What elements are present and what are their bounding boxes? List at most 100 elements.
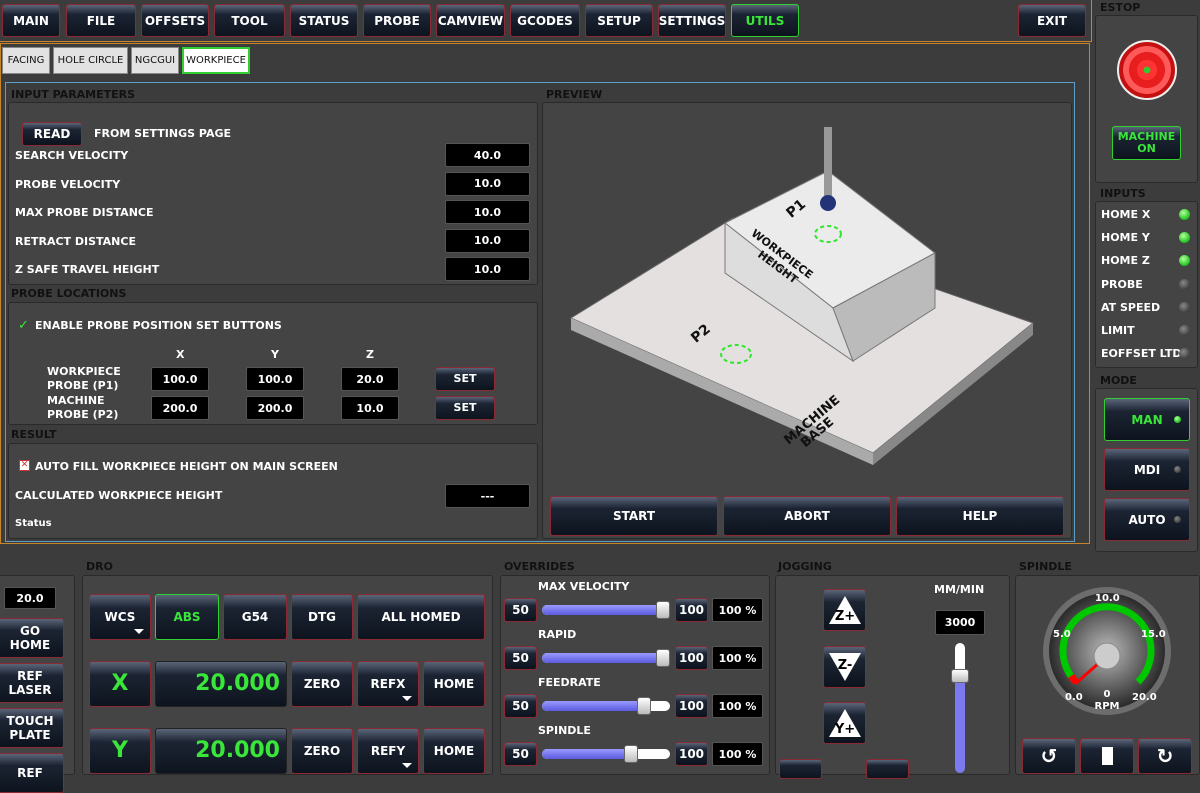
- spindle-stop-button[interactable]: [1080, 738, 1134, 774]
- sub-tab-ngcgui[interactable]: NGCGUI: [131, 47, 179, 74]
- left-action-button[interactable]: GO HOME: [0, 618, 64, 658]
- machine-on-button[interactable]: MACHINE ON: [1112, 126, 1181, 160]
- override-min-button[interactable]: 50: [504, 598, 537, 622]
- field-input[interactable]: 10.0: [445, 171, 530, 196]
- mode-led-icon: [1174, 466, 1181, 473]
- override-min-button[interactable]: 50: [504, 742, 537, 766]
- btn-line1: REF: [17, 669, 43, 683]
- jog-y-plus-button[interactable]: Y+: [823, 702, 866, 744]
- override-max-button[interactable]: 100: [675, 646, 708, 670]
- field-input[interactable]: 40.0: [445, 143, 530, 167]
- help-button[interactable]: HELP: [896, 496, 1064, 536]
- probe-x-input[interactable]: 200.0: [151, 396, 209, 420]
- jog-x-minus-button[interactable]: [779, 759, 822, 779]
- set-button[interactable]: SET: [435, 367, 495, 391]
- probe-tip: [820, 195, 836, 211]
- field-input[interactable]: 10.0: [445, 228, 530, 253]
- all-homed-button[interactable]: ALL HOMED: [357, 594, 485, 640]
- gauge-green-arc: [1059, 603, 1155, 685]
- ref-button[interactable]: REFY: [357, 728, 419, 774]
- top-tab-utils[interactable]: UTILS: [731, 4, 799, 37]
- home-button[interactable]: HOME: [423, 728, 485, 774]
- left-action-button[interactable]: REF: [0, 753, 64, 793]
- estop-button[interactable]: [1117, 40, 1177, 100]
- btn-line2: PLATE: [9, 728, 51, 742]
- jog-z-minus-button[interactable]: Z-: [823, 646, 866, 688]
- field-input[interactable]: 10.0: [445, 200, 530, 224]
- abs-button[interactable]: ABS: [155, 594, 219, 640]
- exit-button[interactable]: EXIT: [1018, 4, 1086, 37]
- top-tab-offsets[interactable]: OFFSETS: [141, 4, 209, 37]
- mode-mdi-button[interactable]: MDI: [1104, 448, 1190, 491]
- field-input[interactable]: 10.0: [445, 257, 530, 281]
- override-slider[interactable]: [542, 601, 670, 619]
- override-max-button[interactable]: 100: [675, 598, 708, 622]
- override-max-button[interactable]: 100: [675, 742, 708, 766]
- btn-line1: GO: [19, 624, 41, 638]
- btn-line2: LASER: [8, 683, 52, 697]
- jog-rate-slider[interactable]: [951, 643, 969, 773]
- probe-x-input[interactable]: 100.0: [151, 367, 209, 391]
- wcs-button[interactable]: WCS: [89, 594, 151, 640]
- rotate-cw-icon: ↻: [1156, 744, 1174, 768]
- override-min-button[interactable]: 50: [504, 694, 537, 718]
- machine-on-line2: ON: [1137, 142, 1156, 155]
- dtg-button[interactable]: DTG: [291, 594, 353, 640]
- axis-y-button[interactable]: Y: [89, 728, 151, 774]
- probe-y-input[interactable]: 100.0: [246, 367, 304, 391]
- autofill-checkbox[interactable]: ✕: [19, 460, 30, 471]
- mode-auto-button[interactable]: AUTO: [1104, 498, 1190, 541]
- probe-y-input[interactable]: 200.0: [246, 396, 304, 420]
- axis-x-button[interactable]: X: [89, 661, 151, 707]
- jog-x-plus-button[interactable]: [866, 759, 909, 779]
- top-tab-setup[interactable]: SETUP: [585, 4, 653, 37]
- input-home-z-label: HOME Z: [1101, 254, 1150, 268]
- slider-knob[interactable]: [656, 601, 670, 619]
- mode-man-button[interactable]: MAN: [1104, 398, 1190, 441]
- enable-set-checkbox[interactable]: ✓: [18, 318, 29, 333]
- left-action-button[interactable]: TOUCH PLATE: [0, 708, 64, 748]
- ref-button[interactable]: REFX: [357, 661, 419, 707]
- home-button[interactable]: HOME: [423, 661, 485, 707]
- override-label: RAPID: [538, 628, 577, 641]
- jog-slider-knob[interactable]: [951, 669, 969, 683]
- left-action-button[interactable]: REF LASER: [0, 663, 64, 703]
- sub-tab-facing[interactable]: FACING: [2, 47, 50, 74]
- top-tab-main[interactable]: MAIN: [2, 4, 60, 37]
- top-tab-camview[interactable]: CAMVIEW: [436, 4, 505, 37]
- override-min-button[interactable]: 50: [504, 646, 537, 670]
- override-label: SPINDLE: [538, 724, 591, 737]
- abort-button[interactable]: ABORT: [723, 496, 891, 536]
- g54-button[interactable]: G54: [223, 594, 287, 640]
- zero-button[interactable]: ZERO: [291, 661, 353, 707]
- field-label: MAX PROBE DISTANCE: [15, 206, 154, 219]
- override-max-button[interactable]: 100: [675, 694, 708, 718]
- slider-knob[interactable]: [636, 697, 651, 715]
- probe-z-input[interactable]: 10.0: [341, 396, 399, 420]
- start-button[interactable]: START: [550, 496, 718, 536]
- dro-title: DRO: [86, 560, 113, 573]
- sub-tab-workpiece[interactable]: WORKPIECE: [182, 47, 250, 74]
- slider-knob[interactable]: [656, 649, 670, 667]
- sub-tab-hole-circle[interactable]: HOLE CIRCLE: [53, 47, 128, 74]
- override-slider[interactable]: [542, 745, 670, 763]
- top-tab-file[interactable]: FILE: [66, 4, 136, 37]
- probe-z-input[interactable]: 20.0: [341, 367, 399, 391]
- top-tab-settings[interactable]: SETTINGS: [658, 4, 726, 37]
- top-tab-status[interactable]: STATUS: [290, 4, 358, 37]
- override-slider[interactable]: [542, 697, 670, 715]
- field-label: RETRACT DISTANCE: [15, 234, 136, 248]
- set-button[interactable]: SET: [435, 396, 495, 420]
- read-button[interactable]: READ: [22, 122, 82, 146]
- top-tab-gcodes[interactable]: GCODES: [510, 4, 580, 37]
- zero-button[interactable]: ZERO: [291, 728, 353, 774]
- jog-z-plus-button[interactable]: Z+: [823, 589, 866, 631]
- override-slider[interactable]: [542, 649, 670, 667]
- top-tab-probe[interactable]: PROBE: [363, 4, 431, 37]
- calc-height-label: CALCULATED WORKPIECE HEIGHT: [15, 489, 223, 502]
- spindle-ccw-button[interactable]: ↺: [1022, 738, 1076, 774]
- mode-label: MAN: [1131, 412, 1163, 427]
- slider-knob[interactable]: [624, 745, 639, 763]
- spindle-cw-button[interactable]: ↻: [1138, 738, 1192, 774]
- top-tab-tool[interactable]: TOOL: [214, 4, 285, 37]
